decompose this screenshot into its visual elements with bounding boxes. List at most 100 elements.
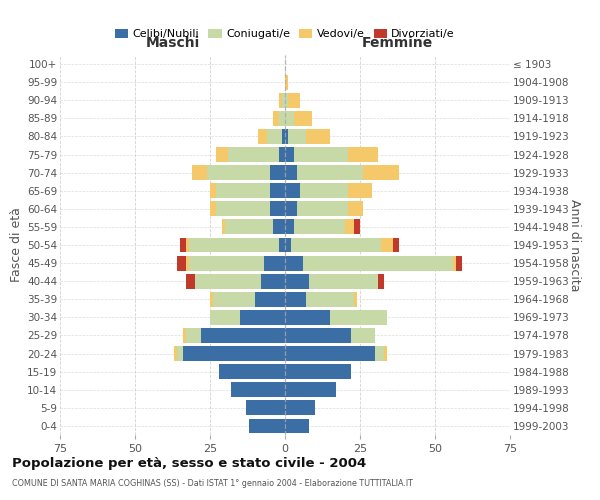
Bar: [294, 220, 345, 234]
Bar: [384, 346, 387, 361]
Bar: [285, 93, 288, 108]
Bar: [285, 220, 294, 234]
Bar: [201, 328, 285, 343]
Bar: [285, 238, 291, 252]
Bar: [267, 129, 282, 144]
Bar: [225, 220, 273, 234]
Bar: [261, 274, 285, 288]
Bar: [228, 147, 279, 162]
Bar: [285, 74, 288, 90]
Bar: [285, 256, 303, 270]
Bar: [285, 364, 351, 379]
Bar: [177, 256, 186, 270]
Bar: [189, 256, 264, 270]
Bar: [306, 129, 330, 144]
Bar: [285, 202, 297, 216]
Bar: [285, 165, 297, 180]
Bar: [381, 238, 393, 252]
Bar: [210, 202, 216, 216]
Bar: [285, 292, 306, 306]
Bar: [345, 220, 354, 234]
Text: Popolazione per età, sesso e stato civile - 2004: Popolazione per età, sesso e stato civil…: [12, 458, 366, 470]
Bar: [174, 346, 177, 361]
Bar: [273, 220, 285, 234]
Bar: [285, 328, 351, 343]
Bar: [222, 220, 225, 234]
Bar: [183, 328, 186, 343]
Bar: [219, 364, 285, 379]
Bar: [354, 220, 360, 234]
Bar: [456, 256, 462, 270]
Bar: [348, 184, 372, 198]
Bar: [306, 292, 354, 306]
Bar: [189, 238, 279, 252]
Bar: [303, 256, 453, 270]
Y-axis label: Anni di nascita: Anni di nascita: [568, 198, 581, 291]
Bar: [285, 418, 309, 434]
Bar: [264, 256, 285, 270]
Bar: [348, 202, 363, 216]
Text: COMUNE DI SANTA MARIA COGHINAS (SS) - Dati ISTAT 1° gennaio 2004 - Elaborazione : COMUNE DI SANTA MARIA COGHINAS (SS) - Da…: [12, 479, 413, 488]
Bar: [393, 238, 399, 252]
Bar: [330, 310, 387, 325]
Bar: [195, 274, 261, 288]
Bar: [210, 184, 216, 198]
Bar: [279, 147, 285, 162]
Bar: [351, 328, 375, 343]
Bar: [186, 274, 195, 288]
Bar: [297, 165, 363, 180]
Bar: [285, 129, 288, 144]
Bar: [291, 238, 381, 252]
Y-axis label: Fasce di età: Fasce di età: [10, 208, 23, 282]
Bar: [285, 346, 375, 361]
Bar: [186, 328, 201, 343]
Bar: [186, 256, 189, 270]
Bar: [216, 202, 270, 216]
Bar: [177, 346, 183, 361]
Bar: [375, 346, 384, 361]
Bar: [213, 292, 255, 306]
Bar: [180, 238, 186, 252]
Bar: [294, 147, 348, 162]
Legend: Celibi/Nubili, Coniugati/e, Vedovi/e, Divorziati/e: Celibi/Nubili, Coniugati/e, Vedovi/e, Di…: [110, 24, 460, 44]
Bar: [216, 147, 228, 162]
Bar: [285, 184, 300, 198]
Bar: [453, 256, 456, 270]
Bar: [240, 310, 285, 325]
Bar: [297, 202, 348, 216]
Bar: [255, 292, 285, 306]
Bar: [348, 147, 378, 162]
Bar: [279, 238, 285, 252]
Bar: [354, 292, 357, 306]
Bar: [288, 93, 300, 108]
Bar: [309, 274, 378, 288]
Bar: [279, 111, 285, 126]
Bar: [285, 400, 315, 415]
Bar: [210, 310, 240, 325]
Bar: [378, 274, 384, 288]
Bar: [294, 111, 312, 126]
Bar: [216, 184, 270, 198]
Bar: [231, 382, 285, 397]
Bar: [183, 346, 285, 361]
Bar: [279, 93, 282, 108]
Bar: [246, 400, 285, 415]
Bar: [363, 165, 399, 180]
Bar: [270, 202, 285, 216]
Bar: [273, 111, 279, 126]
Bar: [282, 93, 285, 108]
Bar: [210, 292, 213, 306]
Bar: [186, 238, 189, 252]
Bar: [270, 165, 285, 180]
Text: Maschi: Maschi: [145, 36, 200, 50]
Text: Femmine: Femmine: [362, 36, 433, 50]
Bar: [258, 129, 267, 144]
Bar: [285, 382, 336, 397]
Bar: [285, 274, 309, 288]
Bar: [207, 165, 270, 180]
Bar: [288, 129, 306, 144]
Bar: [285, 147, 294, 162]
Bar: [285, 310, 330, 325]
Bar: [282, 129, 285, 144]
Bar: [192, 165, 207, 180]
